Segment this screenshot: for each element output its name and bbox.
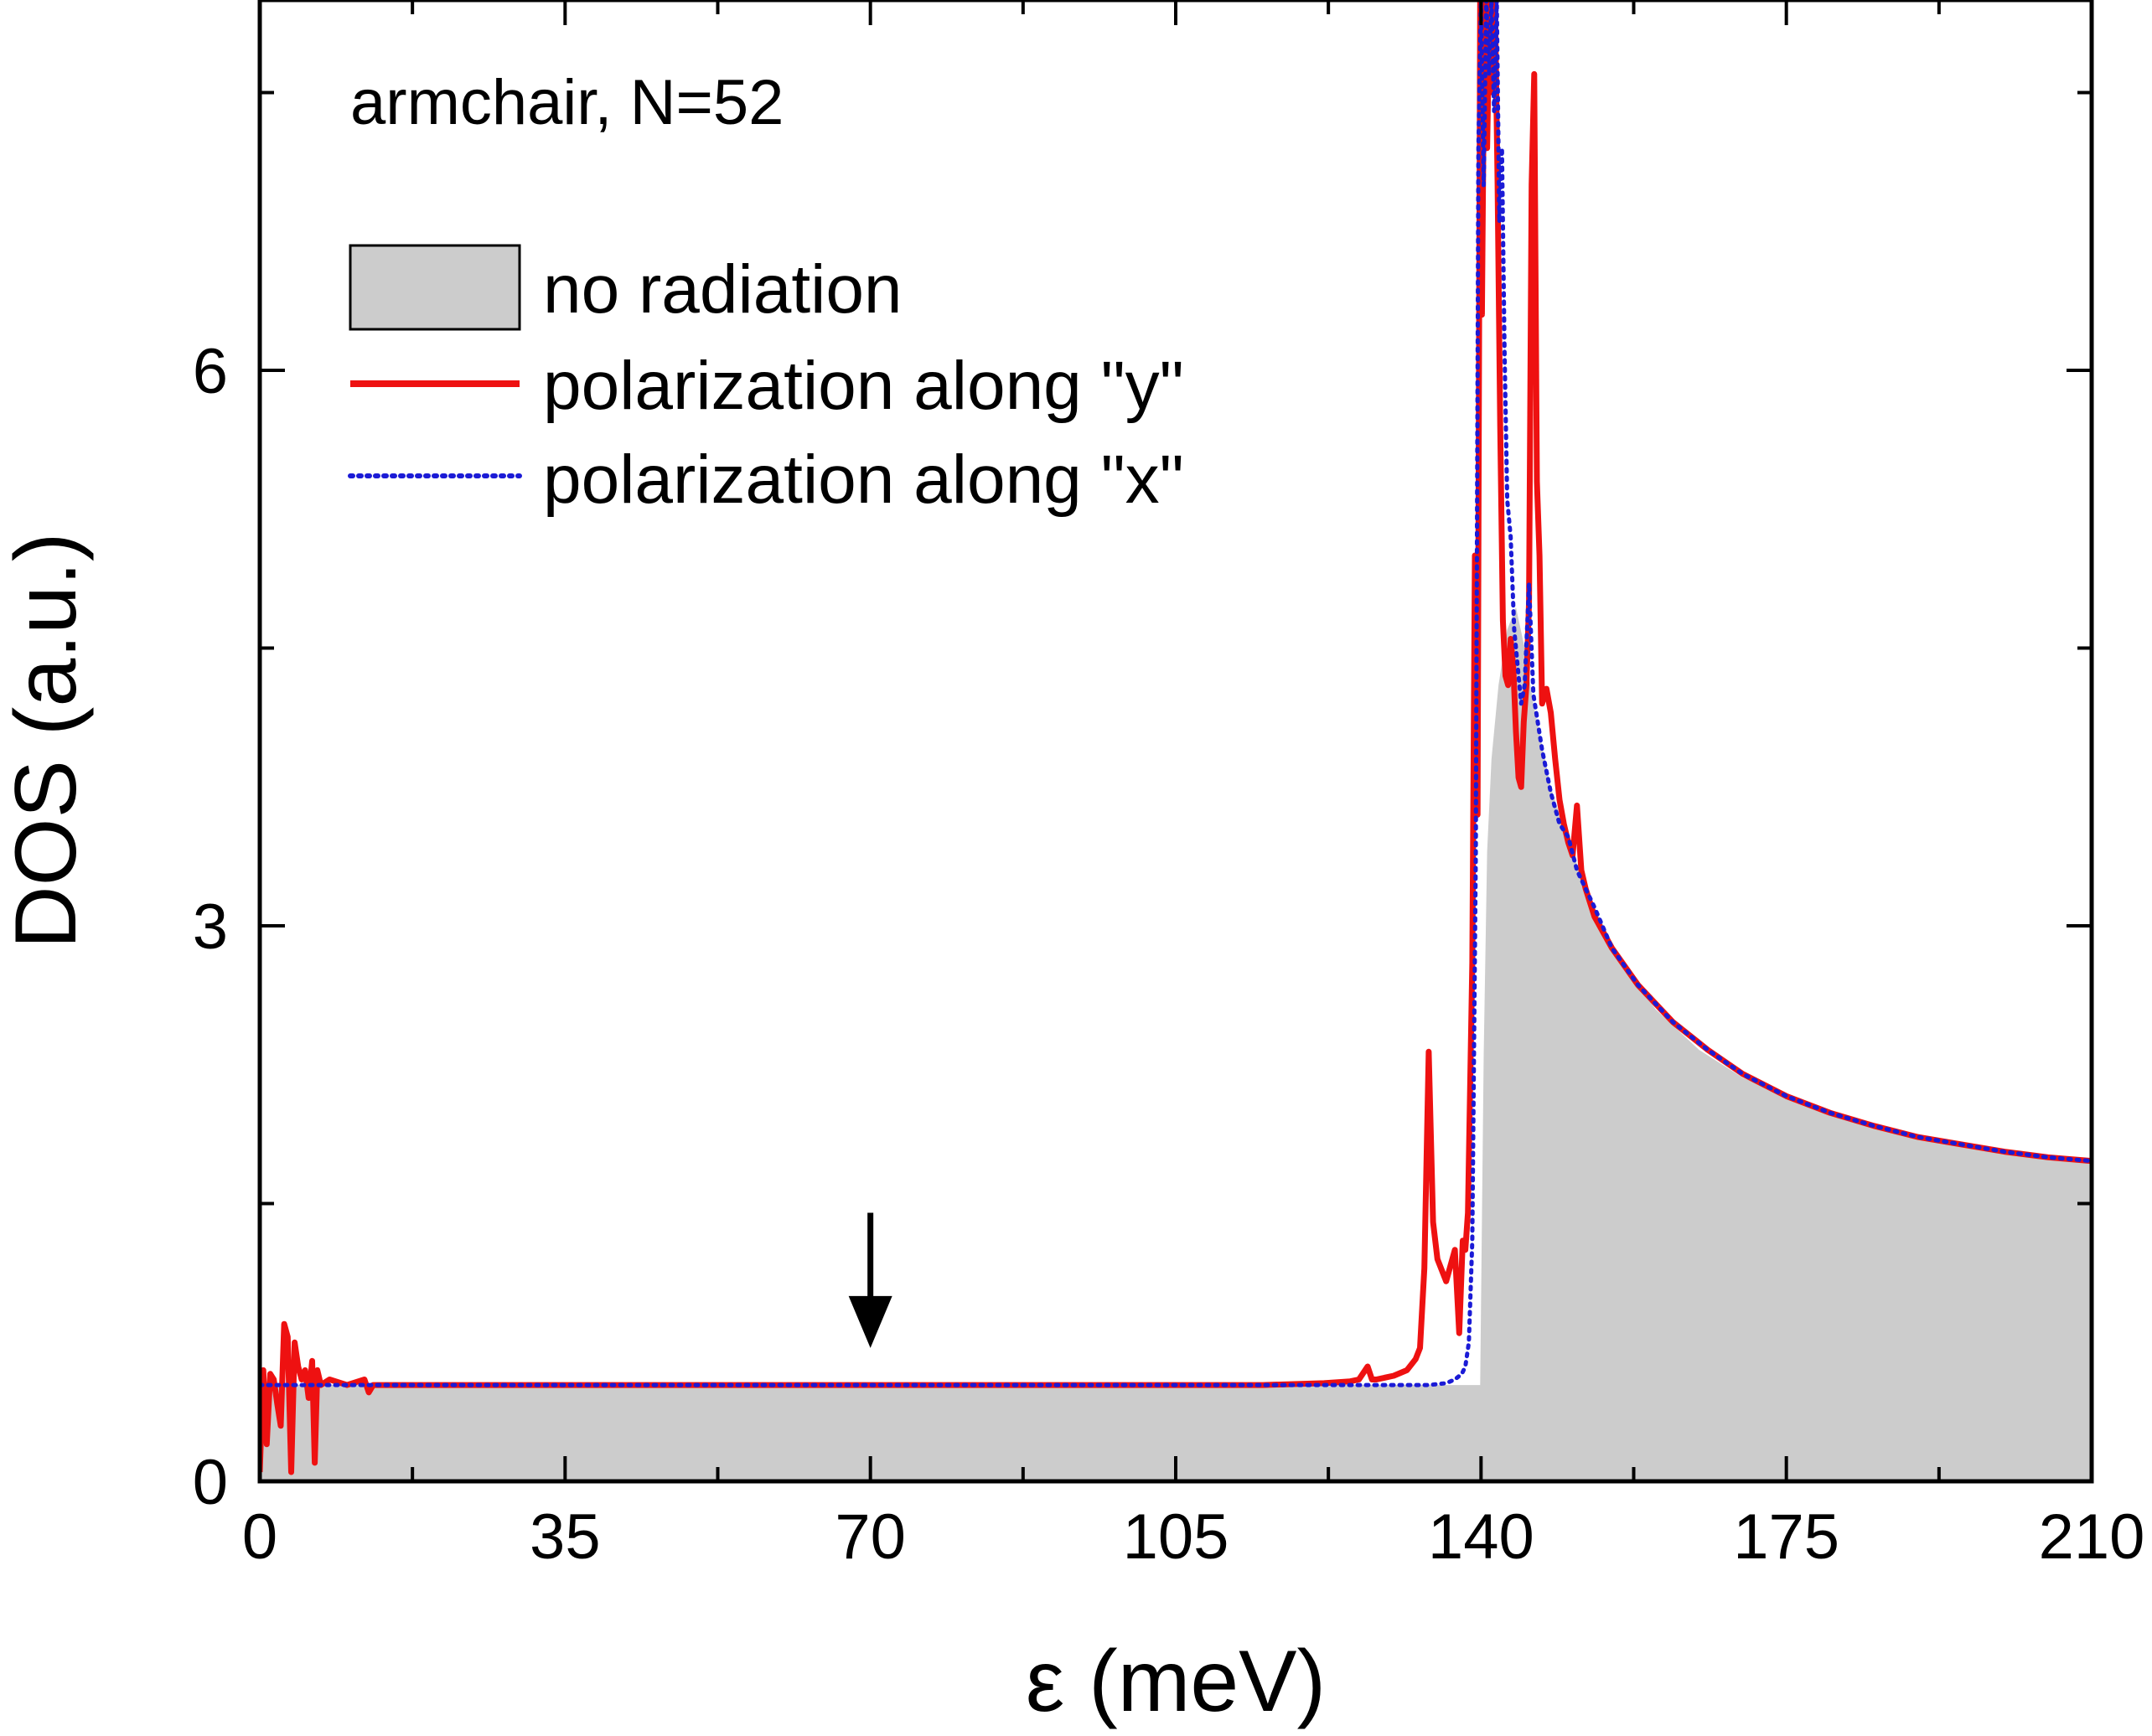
x-tick-label: 210 — [2039, 1501, 2145, 1573]
series-line-polarization-y — [260, 0, 2092, 1475]
x-tick-label: 35 — [530, 1501, 601, 1573]
x-tick-label: 0 — [242, 1501, 277, 1573]
legend-swatch-no-radiation — [349, 244, 521, 331]
x-tick-label: 175 — [1733, 1501, 1839, 1573]
legend-label-polarization-x: polarization along "x" — [543, 442, 1184, 518]
x-tick-label: 105 — [1123, 1501, 1229, 1573]
x-tick-label: 140 — [1428, 1501, 1534, 1573]
data-layer — [260, 0, 2092, 1481]
chart-annotation: armchair, N=52 — [350, 67, 784, 138]
x-tick-label: 70 — [835, 1501, 906, 1573]
y-tick-label: 3 — [193, 891, 228, 963]
arrow-marker-head — [848, 1295, 892, 1348]
legend: no radiation polarization along "y" pola… — [348, 244, 1184, 518]
y-tick-label: 0 — [193, 1447, 228, 1518]
legend-label-polarization-y: polarization along "y" — [543, 348, 1184, 424]
tick-layer: 0 35 70 105 140 175 210 0 3 6 — [193, 0, 2145, 1573]
x-axis-label: ε (meV) — [1026, 1633, 1326, 1730]
series-line-polarization-x — [260, 0, 2092, 1387]
y-axis-label: DOS (a.u.) — [0, 533, 95, 949]
y-tick-label: 6 — [193, 336, 228, 407]
series-area-no-radiation — [260, 607, 2092, 1481]
legend-label-no-radiation: no radiation — [543, 251, 903, 328]
